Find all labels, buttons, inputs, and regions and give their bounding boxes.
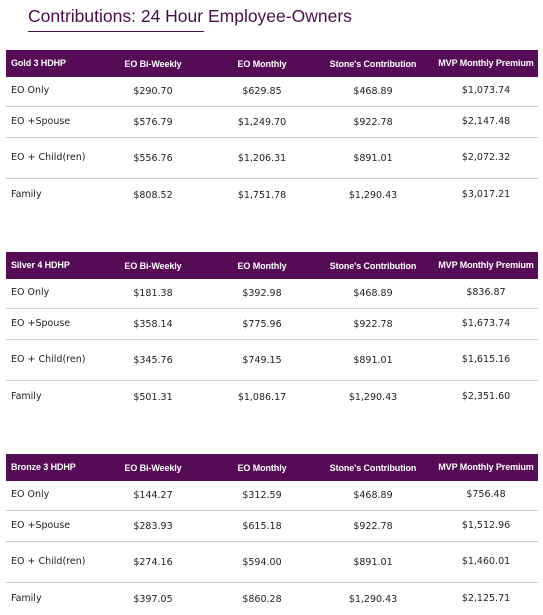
cell-eo-biweekly: $358.14: [133, 318, 173, 330]
tier-label: EO + Child(ren): [11, 353, 86, 365]
tier-label: EO +Spouse: [11, 519, 71, 531]
column-header-mvp-monthly-premium: MVP Monthly Premium: [438, 462, 534, 473]
cell-eo-monthly: $775.96: [242, 318, 282, 330]
cell-eo-biweekly: $144.27: [133, 490, 173, 501]
plan-table-bronze: Bronze 3 HDHP EO Bi-Weekly EO Monthly St…: [6, 454, 538, 615]
column-header-mvp-monthly-premium: MVP Monthly Premium: [438, 260, 534, 271]
plan-table-header: Gold 3 HDHP EO Bi-Weekly EO Monthly Ston…: [6, 50, 538, 77]
cell-mvp-monthly-premium: $2,147.48: [461, 115, 511, 127]
table-row: EO Only $144.27 $312.59 $468.89 $756.48: [6, 481, 538, 511]
cell-mvp-monthly-premium: $3,017.21: [461, 188, 511, 200]
tier-label: Family: [11, 188, 42, 200]
cell-mvp-monthly-premium: $1,512.96: [461, 519, 511, 531]
tier-label: Family: [11, 592, 42, 604]
table-row: EO +Spouse $358.14 $775.96 $922.78 $1,67…: [6, 309, 538, 340]
cell-eo-biweekly: $808.52: [133, 189, 173, 201]
cell-eo-biweekly: $290.70: [133, 86, 173, 97]
cell-mvp-monthly-premium: $2,072.32: [461, 151, 511, 163]
cell-eo-monthly: $1,086.17: [237, 391, 287, 403]
cell-eo-monthly: $312.59: [242, 490, 282, 501]
cell-eo-monthly: $1,249.70: [237, 116, 287, 128]
cell-eo-monthly: $615.18: [242, 520, 282, 532]
column-header-eo-biweekly: EO Bi-Weekly: [124, 260, 182, 271]
cell-eo-biweekly: $345.76: [133, 354, 173, 366]
cell-eo-monthly: $392.98: [242, 288, 282, 299]
cell-eo-biweekly: $397.05: [133, 593, 173, 605]
table-row: Family $501.31 $1,086.17 $1,290.43 $2,35…: [6, 381, 538, 413]
table-row: EO Only $290.70 $629.85 $468.89 $1,073.7…: [6, 77, 538, 107]
plan-name: Silver 4 HDHP: [11, 260, 70, 271]
tier-label: Family: [11, 390, 42, 402]
cell-stones-contribution: $1,290.43: [348, 189, 398, 201]
column-header-eo-monthly: EO Monthly: [237, 58, 287, 69]
cell-mvp-monthly-premium: $836.87: [466, 287, 506, 299]
column-header-stones-contribution: Stone's Contribution: [329, 58, 417, 69]
table-row: EO +Spouse $283.93 $615.18 $922.78 $1,51…: [6, 511, 538, 542]
tier-label: EO +Spouse: [11, 317, 71, 329]
cell-stones-contribution: $891.01: [353, 556, 393, 568]
plan-table-header: Bronze 3 HDHP EO Bi-Weekly EO Monthly St…: [6, 454, 538, 481]
cell-stones-contribution: $1,290.43: [348, 593, 398, 605]
plan-table-gold: Gold 3 HDHP EO Bi-Weekly EO Monthly Ston…: [6, 50, 538, 211]
cell-stones-contribution: $922.78: [353, 318, 393, 330]
cell-stones-contribution: $468.89: [353, 86, 393, 97]
table-row: EO + Child(ren) $345.76 $749.15 $891.01 …: [6, 340, 538, 381]
cell-mvp-monthly-premium: $1,073.74: [461, 85, 511, 97]
title-underline: [28, 31, 204, 32]
tier-label: EO + Child(ren): [11, 151, 86, 163]
column-header-mvp-monthly-premium: MVP Monthly Premium: [438, 58, 534, 69]
plan-name: Bronze 3 HDHP: [11, 462, 76, 473]
cell-eo-monthly: $860.28: [242, 593, 282, 605]
cell-stones-contribution: $1,290.43: [348, 391, 398, 403]
cell-stones-contribution: $468.89: [353, 288, 393, 299]
cell-eo-monthly: $1,751.78: [237, 189, 287, 201]
tier-label: EO + Child(ren): [11, 555, 86, 567]
cell-stones-contribution: $891.01: [353, 152, 393, 164]
column-header-eo-biweekly: EO Bi-Weekly: [124, 462, 182, 473]
cell-eo-monthly: $629.85: [242, 86, 282, 97]
column-header-eo-monthly: EO Monthly: [237, 462, 287, 473]
cell-eo-biweekly: $283.93: [133, 520, 173, 532]
cell-eo-biweekly: $576.79: [133, 116, 173, 128]
tier-label: EO +Spouse: [11, 115, 71, 127]
plan-table-header: Silver 4 HDHP EO Bi-Weekly EO Monthly St…: [6, 252, 538, 279]
cell-stones-contribution: $891.01: [353, 354, 393, 366]
cell-eo-monthly: $1,206.31: [237, 152, 287, 164]
table-row: EO Only $181.38 $392.98 $468.89 $836.87: [6, 279, 538, 309]
column-header-eo-monthly: EO Monthly: [237, 260, 287, 271]
plan-table-silver: Silver 4 HDHP EO Bi-Weekly EO Monthly St…: [6, 252, 538, 413]
column-header-stones-contribution: Stone's Contribution: [329, 260, 417, 271]
cell-mvp-monthly-premium: $1,673.74: [461, 317, 511, 329]
cell-stones-contribution: $922.78: [353, 116, 393, 128]
table-row: Family $397.05 $860.28 $1,290.43 $2,125.…: [6, 583, 538, 615]
tier-label: EO Only: [11, 287, 50, 299]
cell-mvp-monthly-premium: $2,351.60: [461, 390, 511, 402]
plan-name: Gold 3 HDHP: [11, 58, 66, 69]
cell-stones-contribution: $468.89: [353, 490, 393, 501]
column-header-eo-biweekly: EO Bi-Weekly: [124, 58, 182, 69]
cell-mvp-monthly-premium: $1,615.16: [461, 353, 511, 365]
table-row: Family $808.52 $1,751.78 $1,290.43 $3,01…: [6, 179, 538, 211]
tier-label: EO Only: [11, 489, 50, 501]
cell-eo-monthly: $749.15: [242, 354, 282, 366]
cell-eo-monthly: $594.00: [242, 556, 282, 568]
page-title: Contributions: 24 Hour Employee-Owners: [28, 6, 352, 26]
cell-eo-biweekly: $501.31: [133, 391, 173, 403]
cell-mvp-monthly-premium: $2,125.71: [461, 592, 511, 604]
cell-eo-biweekly: $556.76: [133, 152, 173, 164]
cell-stones-contribution: $922.78: [353, 520, 393, 532]
cell-mvp-monthly-premium: $756.48: [466, 489, 506, 501]
cell-mvp-monthly-premium: $1,460.01: [461, 555, 511, 567]
table-row: EO + Child(ren) $274.16 $594.00 $891.01 …: [6, 542, 538, 583]
cell-eo-biweekly: $181.38: [133, 288, 173, 299]
column-header-stones-contribution: Stone's Contribution: [329, 462, 417, 473]
table-row: EO +Spouse $576.79 $1,249.70 $922.78 $2,…: [6, 107, 538, 138]
tier-label: EO Only: [11, 85, 50, 97]
table-row: EO + Child(ren) $556.76 $1,206.31 $891.0…: [6, 138, 538, 179]
cell-eo-biweekly: $274.16: [133, 556, 173, 568]
